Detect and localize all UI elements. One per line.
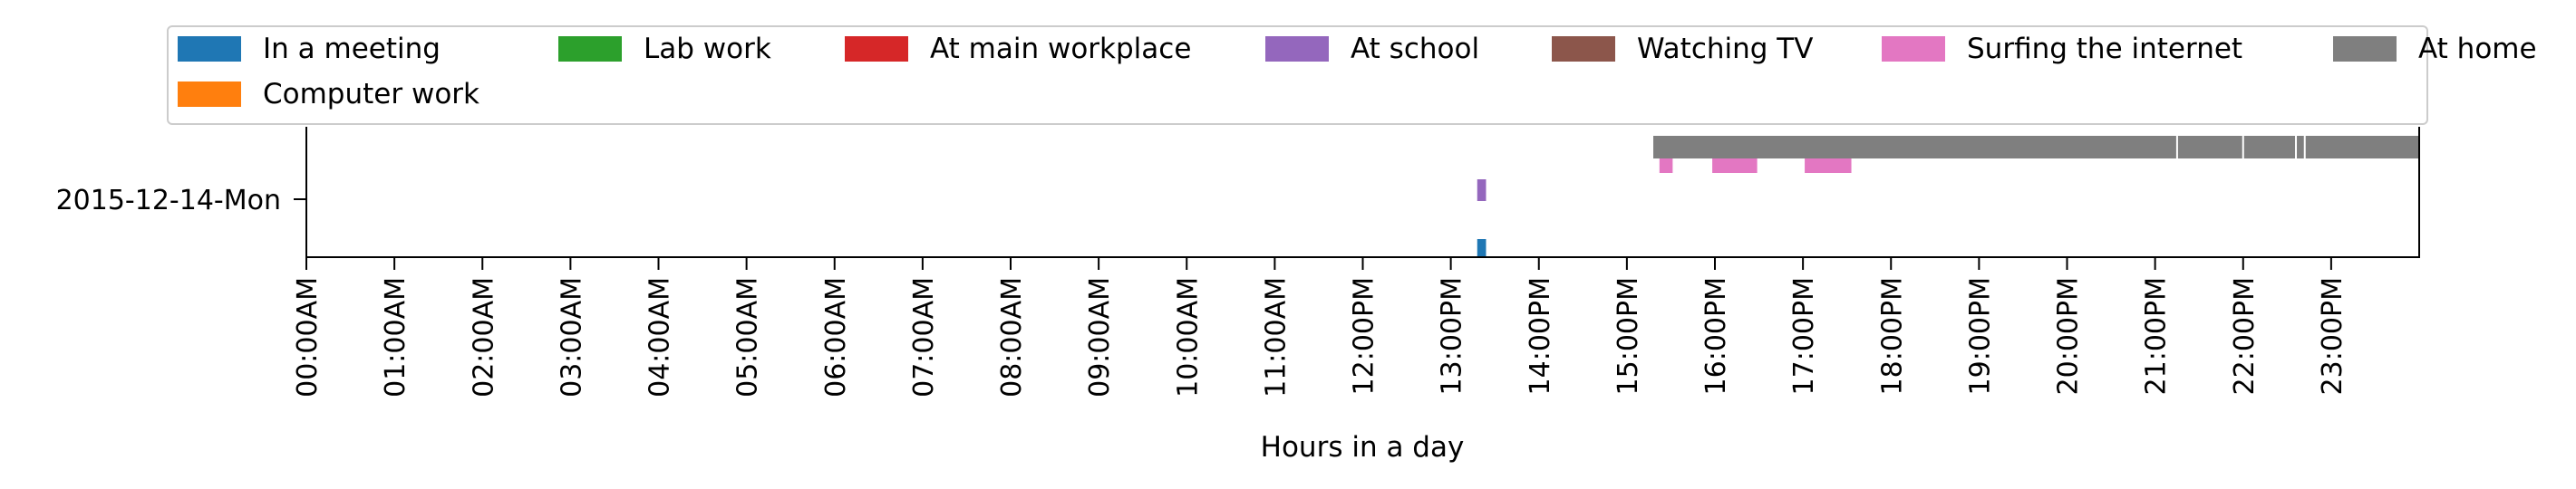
legend-swatch (1552, 36, 1615, 62)
x-tick-label: 19:00PM (1964, 277, 1996, 395)
legend-item: Lab work (558, 33, 771, 65)
x-tick-label: 15:00PM (1612, 277, 1644, 395)
x-tick-label: 01:00AM (380, 277, 412, 398)
activity-bars (1477, 136, 2419, 257)
x-tick-label: 16:00PM (1700, 277, 1732, 395)
x-tick-label: 13:00PM (1437, 277, 1468, 395)
bar-surfing-the-internet (1805, 158, 1852, 173)
x-tick-label: 05:00AM (732, 277, 764, 398)
x-tick-label: 07:00AM (908, 277, 940, 398)
x-tick-label: 00:00AM (292, 277, 324, 398)
legend-label: In a meeting (263, 33, 441, 65)
x-tick-label: 04:00AM (644, 277, 676, 398)
bar-in-a-meeting (1477, 239, 1487, 257)
x-axis-ticks: 00:00AM 01:00AM 02:00AM 03:00AM 04:00AM 05:00… (292, 257, 2348, 398)
x-tick-label: 22:00PM (2229, 277, 2261, 395)
y-tick-label: 2015-12-14-Mon (56, 185, 281, 216)
legend-label: At home (2418, 33, 2537, 65)
x-tick-label: 21:00PM (2141, 277, 2173, 395)
x-tick-label: 08:00AM (996, 277, 1028, 398)
legend-label: At school (1351, 33, 1480, 65)
x-tick-label: 23:00PM (2317, 277, 2348, 395)
legend-swatch (178, 82, 241, 107)
legend-swatch (558, 36, 622, 62)
bar-surfing-the-internet (1659, 158, 1673, 173)
legend-item: In a meeting (178, 33, 441, 65)
x-tick-label: 11:00AM (1260, 277, 1292, 398)
legend-label: Watching TV (1637, 33, 1814, 65)
legend-label: At main workplace (930, 33, 1192, 65)
x-tick-label: 02:00AM (468, 277, 499, 398)
legend-swatch (1882, 36, 1945, 62)
x-tick-label: 14:00PM (1525, 277, 1556, 395)
legend-swatch (178, 36, 241, 62)
legend-item: At school (1265, 33, 1480, 65)
bar-at-school (1477, 179, 1487, 201)
x-tick-label: 09:00AM (1084, 277, 1116, 398)
legend-item: At main workplace (845, 33, 1192, 65)
legend: In a meeting Lab work At main workplace At … (167, 25, 2537, 125)
x-tick-label: 06:00AM (820, 277, 852, 398)
legend-item: Surfing the internet (1882, 33, 2243, 65)
x-tick-label: 12:00PM (1349, 277, 1380, 395)
legend-swatch (2333, 36, 2397, 62)
legend-label: Computer work (263, 78, 479, 110)
x-axis-label: Hours in a day (1261, 431, 1465, 464)
legend-label: Lab work (644, 33, 771, 65)
x-tick-label: 17:00PM (1788, 277, 1820, 395)
x-tick-label: 03:00AM (556, 277, 587, 398)
legend-item: Watching TV (1552, 33, 1814, 65)
legend-swatch (1265, 36, 1329, 62)
legend-item: At home (2333, 33, 2537, 65)
x-tick-label: 18:00PM (1876, 277, 1908, 395)
legend-item: Computer work (178, 78, 479, 110)
bar-at-home (1653, 136, 2419, 158)
bar-surfing-the-internet (1712, 158, 1758, 173)
x-tick-label: 10:00AM (1172, 277, 1204, 398)
x-tick-label: 20:00PM (2053, 277, 2085, 395)
legend-swatch (845, 36, 908, 62)
legend-label: Surfing the internet (1967, 33, 2243, 65)
